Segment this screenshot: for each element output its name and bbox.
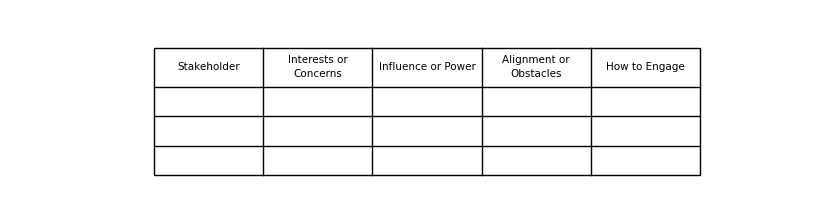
Text: Stakeholder: Stakeholder bbox=[177, 62, 240, 72]
Text: Interests or
Concerns: Interests or Concerns bbox=[288, 55, 348, 79]
Text: Influence or Power: Influence or Power bbox=[379, 62, 475, 72]
Bar bbox=[154, 48, 700, 176]
Text: Alignment or
Obstacles: Alignment or Obstacles bbox=[503, 55, 570, 79]
Text: How to Engage: How to Engage bbox=[606, 62, 685, 72]
